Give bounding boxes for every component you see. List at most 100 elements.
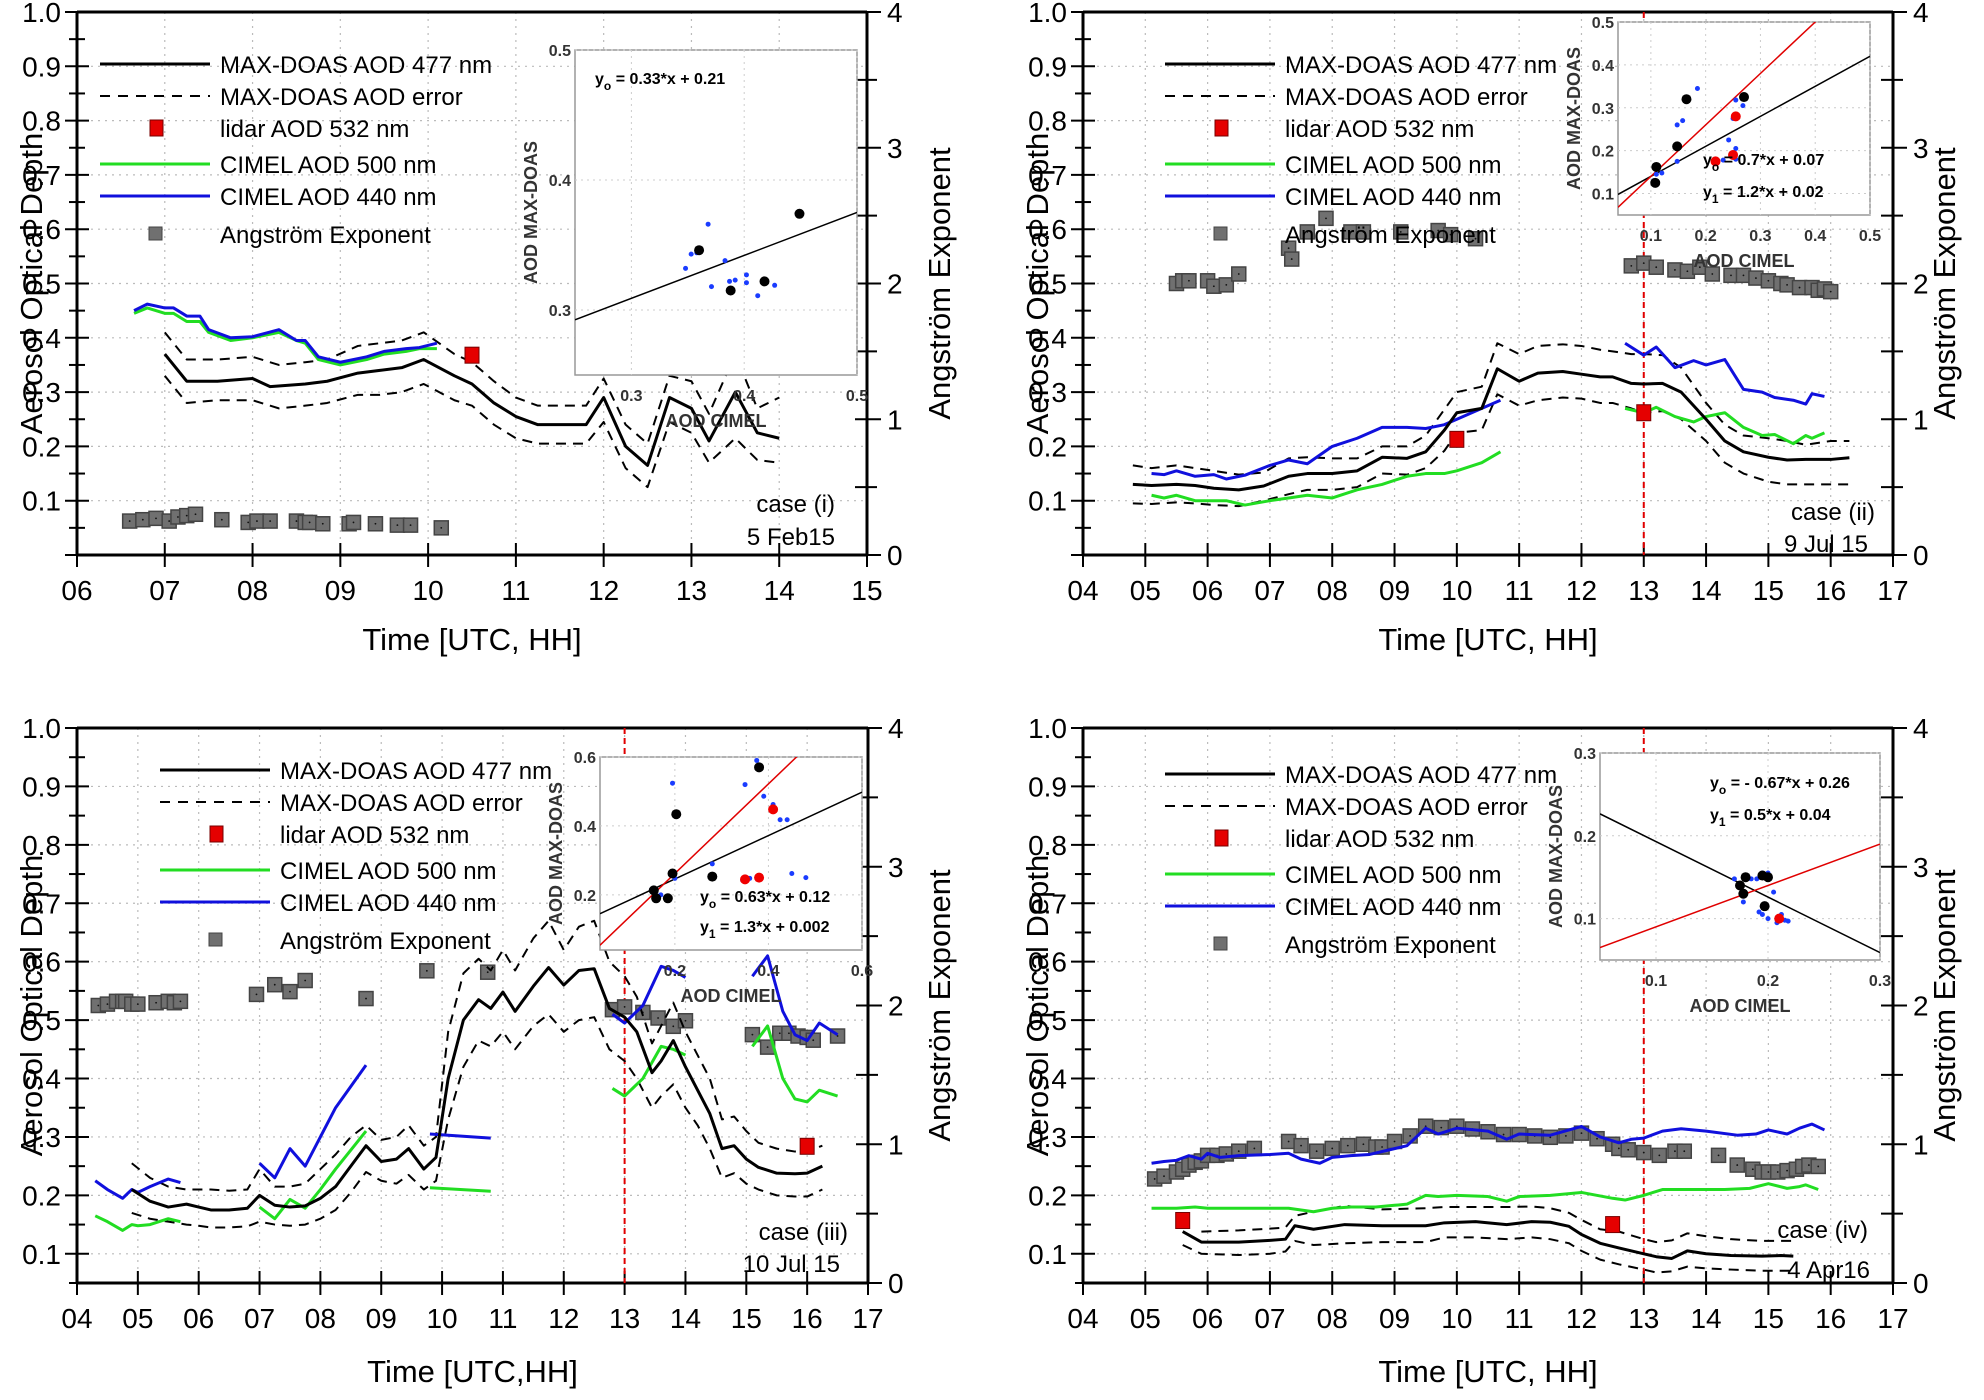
angstrom-point-dot <box>1755 277 1757 279</box>
angstrom-point-dot <box>751 1033 754 1036</box>
angstrom-point-dot <box>1163 1175 1165 1178</box>
maxdoas-error-upper-line <box>1201 1204 1794 1244</box>
inset-point-blue <box>688 251 694 257</box>
case-label: case (iii) <box>759 1219 848 1246</box>
inset-point-blue <box>683 265 689 271</box>
legend: MAX-DOAS AOD 477 nm MAX-DOAS AOD error lid… <box>160 758 552 955</box>
inset-point-blue <box>1771 889 1777 895</box>
angstrom-point-dot <box>1440 1126 1443 1129</box>
y-tick-label: 0.6 <box>22 947 61 978</box>
y-tick-label: 0.2 <box>22 1180 61 1211</box>
angstrom-point-dot <box>1742 274 1745 277</box>
legend-label: lidar AOD 532 nm <box>1285 826 1474 853</box>
x-tick-label: 13 <box>676 575 707 606</box>
x-tick-label: 09 <box>1379 575 1410 606</box>
maxdoas-error-upper-line <box>131 919 823 1192</box>
angstrom-point-dot <box>352 521 355 524</box>
x-axis-title: Time [UTC, HH] <box>1378 622 1597 657</box>
x-tick-label: 16 <box>1815 1303 1846 1334</box>
chart-panel-1: 06 07 08 09 10 11 12 13 14 150.10.20.30.40.50.60.… <box>14 0 957 657</box>
y-tick-label: 0.6 <box>22 214 61 245</box>
cimel-440-line <box>1151 1122 1826 1165</box>
inset-y-title: AOD MAX-DOAS <box>546 782 566 925</box>
legend-angstrom-symbol <box>1213 936 1228 951</box>
angstrom-point-dot <box>1580 1132 1583 1135</box>
angstrom-point-dot <box>812 1039 815 1042</box>
inset-y-tick-label: 0.3 <box>1592 101 1614 118</box>
x-tick-label: 15 <box>1753 575 1784 606</box>
inset-point-blue <box>754 757 760 763</box>
y-tick-label: 1.0 <box>22 713 61 744</box>
x-tick-label: 15 <box>851 575 882 606</box>
maxdoas-error-lower-line <box>164 375 780 489</box>
inset-point-blue <box>1680 118 1686 124</box>
cimel-440-line <box>751 954 839 1043</box>
inset-point-black <box>662 893 673 904</box>
inset-y-tick-label: 0.4 <box>1592 58 1614 75</box>
cimel-440-line <box>611 964 687 1025</box>
x-tick-label: 09 <box>366 1303 397 1334</box>
y-tick-label: 0.1 <box>1028 1239 1067 1270</box>
y-axis-title: Aerosol Optical Depth <box>14 133 49 435</box>
chart-panel-4: 04 05 06 07 08 09 10 11 12 13 14 15 16 170.10.20.30.4… <box>1020 713 1962 1389</box>
inset-point-blue <box>1674 158 1680 164</box>
inset-point-red <box>740 874 751 885</box>
inset-x-tick-label: 0.4 <box>1804 228 1826 245</box>
angstrom-point-dot <box>1829 290 1832 293</box>
inset-point-blue <box>1720 157 1726 163</box>
inset-point-red <box>754 872 765 883</box>
inset-point-blue <box>1733 97 1739 103</box>
angstrom-point-dot <box>672 1025 675 1028</box>
y-tick-label: 1.0 <box>1028 0 1067 28</box>
inset-point-blue <box>732 277 738 283</box>
y-tick-label: 0.3 <box>22 377 61 408</box>
maxdoas-line <box>1181 1220 1794 1260</box>
angstrom-point-dot <box>1212 285 1215 288</box>
inset-x-title: AOD CIMEL <box>1690 996 1791 1016</box>
y-tick-label: 0.7 <box>22 888 61 919</box>
legend-label: lidar AOD 532 nm <box>1285 116 1474 143</box>
inset-y-tick-label: 0.4 <box>574 819 596 836</box>
legend-label: MAX-DOAS AOD 477 nm <box>280 758 552 785</box>
x-tick-label: 15 <box>731 1303 762 1334</box>
angstrom-point-dot <box>657 1017 659 1019</box>
x-tick-label: 17 <box>1877 1303 1908 1334</box>
cimel-500-line <box>611 1044 687 1098</box>
x-tick-label: 17 <box>852 1303 883 1334</box>
y2-tick-label: 0 <box>888 1268 904 1299</box>
y-tick-label: 0.2 <box>1028 431 1067 462</box>
inset-equation: y1 = 1.3*x + 0.002 <box>700 919 830 941</box>
case-label: case (iv) <box>1777 1217 1868 1244</box>
inset-point-red <box>1728 149 1739 160</box>
y-tick-label: 1.0 <box>22 0 61 28</box>
x-tick-label: 07 <box>149 575 180 606</box>
maxdoas-line <box>163 353 780 467</box>
angstrom-point-dot <box>1455 1125 1458 1128</box>
inset-frame <box>574 49 858 376</box>
date-label: 10 Jul 15 <box>743 1251 840 1278</box>
inset-x-title: AOD CIMEL <box>1694 251 1795 271</box>
angstrom-point-dot <box>1674 1150 1676 1153</box>
legend-angstrom-symbol <box>1213 226 1228 241</box>
inset-y-tick-label: 0.1 <box>1592 187 1614 204</box>
x-tick-label: 10 <box>426 1303 457 1334</box>
inset-x-tick-label: 0.6 <box>851 963 873 980</box>
angstrom-point-dot <box>1502 1133 1505 1136</box>
y-tick-label: 0.5 <box>1028 269 1067 300</box>
angstrom-point-dot <box>1642 262 1645 265</box>
y2-axis-title: Angström Exponent <box>1927 147 1962 420</box>
angstrom-point-dot <box>1474 237 1477 240</box>
x-tick-label: 04 <box>61 1303 92 1334</box>
x-tick-label: 16 <box>792 1303 823 1334</box>
angstrom-point-dot <box>256 520 258 522</box>
x-tick-label: 06 <box>1192 575 1223 606</box>
angstrom-point-dot <box>623 1005 626 1008</box>
maxdoas-error-upper-line <box>1132 342 1850 476</box>
y-tick-label: 0.9 <box>1028 51 1067 82</box>
angstrom-point-dot <box>1596 1137 1598 1140</box>
y2-axis-title: Angström Exponent <box>1927 869 1962 1142</box>
inset-equation: y1 = 1.2*x + 0.02 <box>1703 184 1824 206</box>
legend-label: MAX-DOAS AOD error <box>1285 84 1528 111</box>
grid <box>1083 728 1893 1283</box>
cimel-440-line <box>258 1064 368 1180</box>
